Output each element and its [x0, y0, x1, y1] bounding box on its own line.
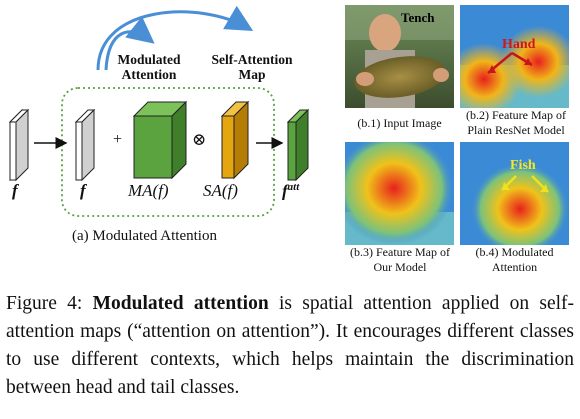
- fatt-slab: [286, 108, 310, 182]
- sa-label: SA(f): [203, 181, 238, 200]
- ma-label: MA(f): [128, 181, 169, 200]
- caption-b1: (b.1) Input Image: [357, 116, 442, 130]
- curve-arrow-outer: [96, 5, 254, 71]
- diagram-drawing: [8, 5, 310, 217]
- ma-cube: [132, 100, 188, 180]
- fish-label: Fish: [510, 158, 536, 173]
- plus-operator: +: [113, 131, 123, 148]
- input-image: [345, 5, 454, 108]
- modulated-attention-label: Modulated Attention: [117, 52, 181, 82]
- plain-resnet-map-panel: Hand: [460, 5, 569, 108]
- fatt-label: fatt: [282, 181, 300, 201]
- dotted-box: [61, 87, 275, 217]
- f-input-label: f: [12, 181, 18, 200]
- input-image-panel: Tench: [345, 5, 454, 108]
- modulated-attention-map-panel: Fish: [460, 142, 569, 245]
- otimes-operator: ⊗: [192, 130, 207, 149]
- self-attention-map-label: Self-Attention Map: [211, 52, 293, 82]
- figure-caption-body: is spatial attention applied on self-att…: [6, 293, 575, 398]
- figure-caption-bold: Modulated attention: [92, 293, 269, 314]
- f-copy-label: f: [80, 181, 86, 200]
- tench-label: Tench: [401, 10, 435, 25]
- plain-resnet-heatmap: [460, 5, 569, 108]
- our-model-map-panel: [345, 142, 454, 245]
- modulated-attention-heatmap: [460, 142, 569, 245]
- caption-b3: (b.3) Feature Map of Our Model: [350, 245, 450, 274]
- our-model-heatmap: [345, 142, 454, 245]
- hand-label: Hand: [502, 37, 536, 52]
- sa-slab: [220, 100, 250, 180]
- diagram-caption: (a) Modulated Attention: [72, 228, 217, 244]
- caption-b2: (b.2) Feature Map of Plain ResNet Model: [466, 108, 566, 137]
- caption-b4: (b.4) Modulated Attention: [475, 245, 554, 274]
- modulated-attention-diagram: Modulated Attention Self-Attention Map +…: [0, 0, 340, 260]
- copy-feature-block: [74, 108, 96, 182]
- curve-arrow-inner: [104, 16, 155, 71]
- figure-caption-prefix: Figure 4:: [6, 293, 93, 314]
- input-feature-block: [8, 108, 30, 182]
- figure-caption: Figure 4: Modulated attention is spatial…: [6, 290, 574, 402]
